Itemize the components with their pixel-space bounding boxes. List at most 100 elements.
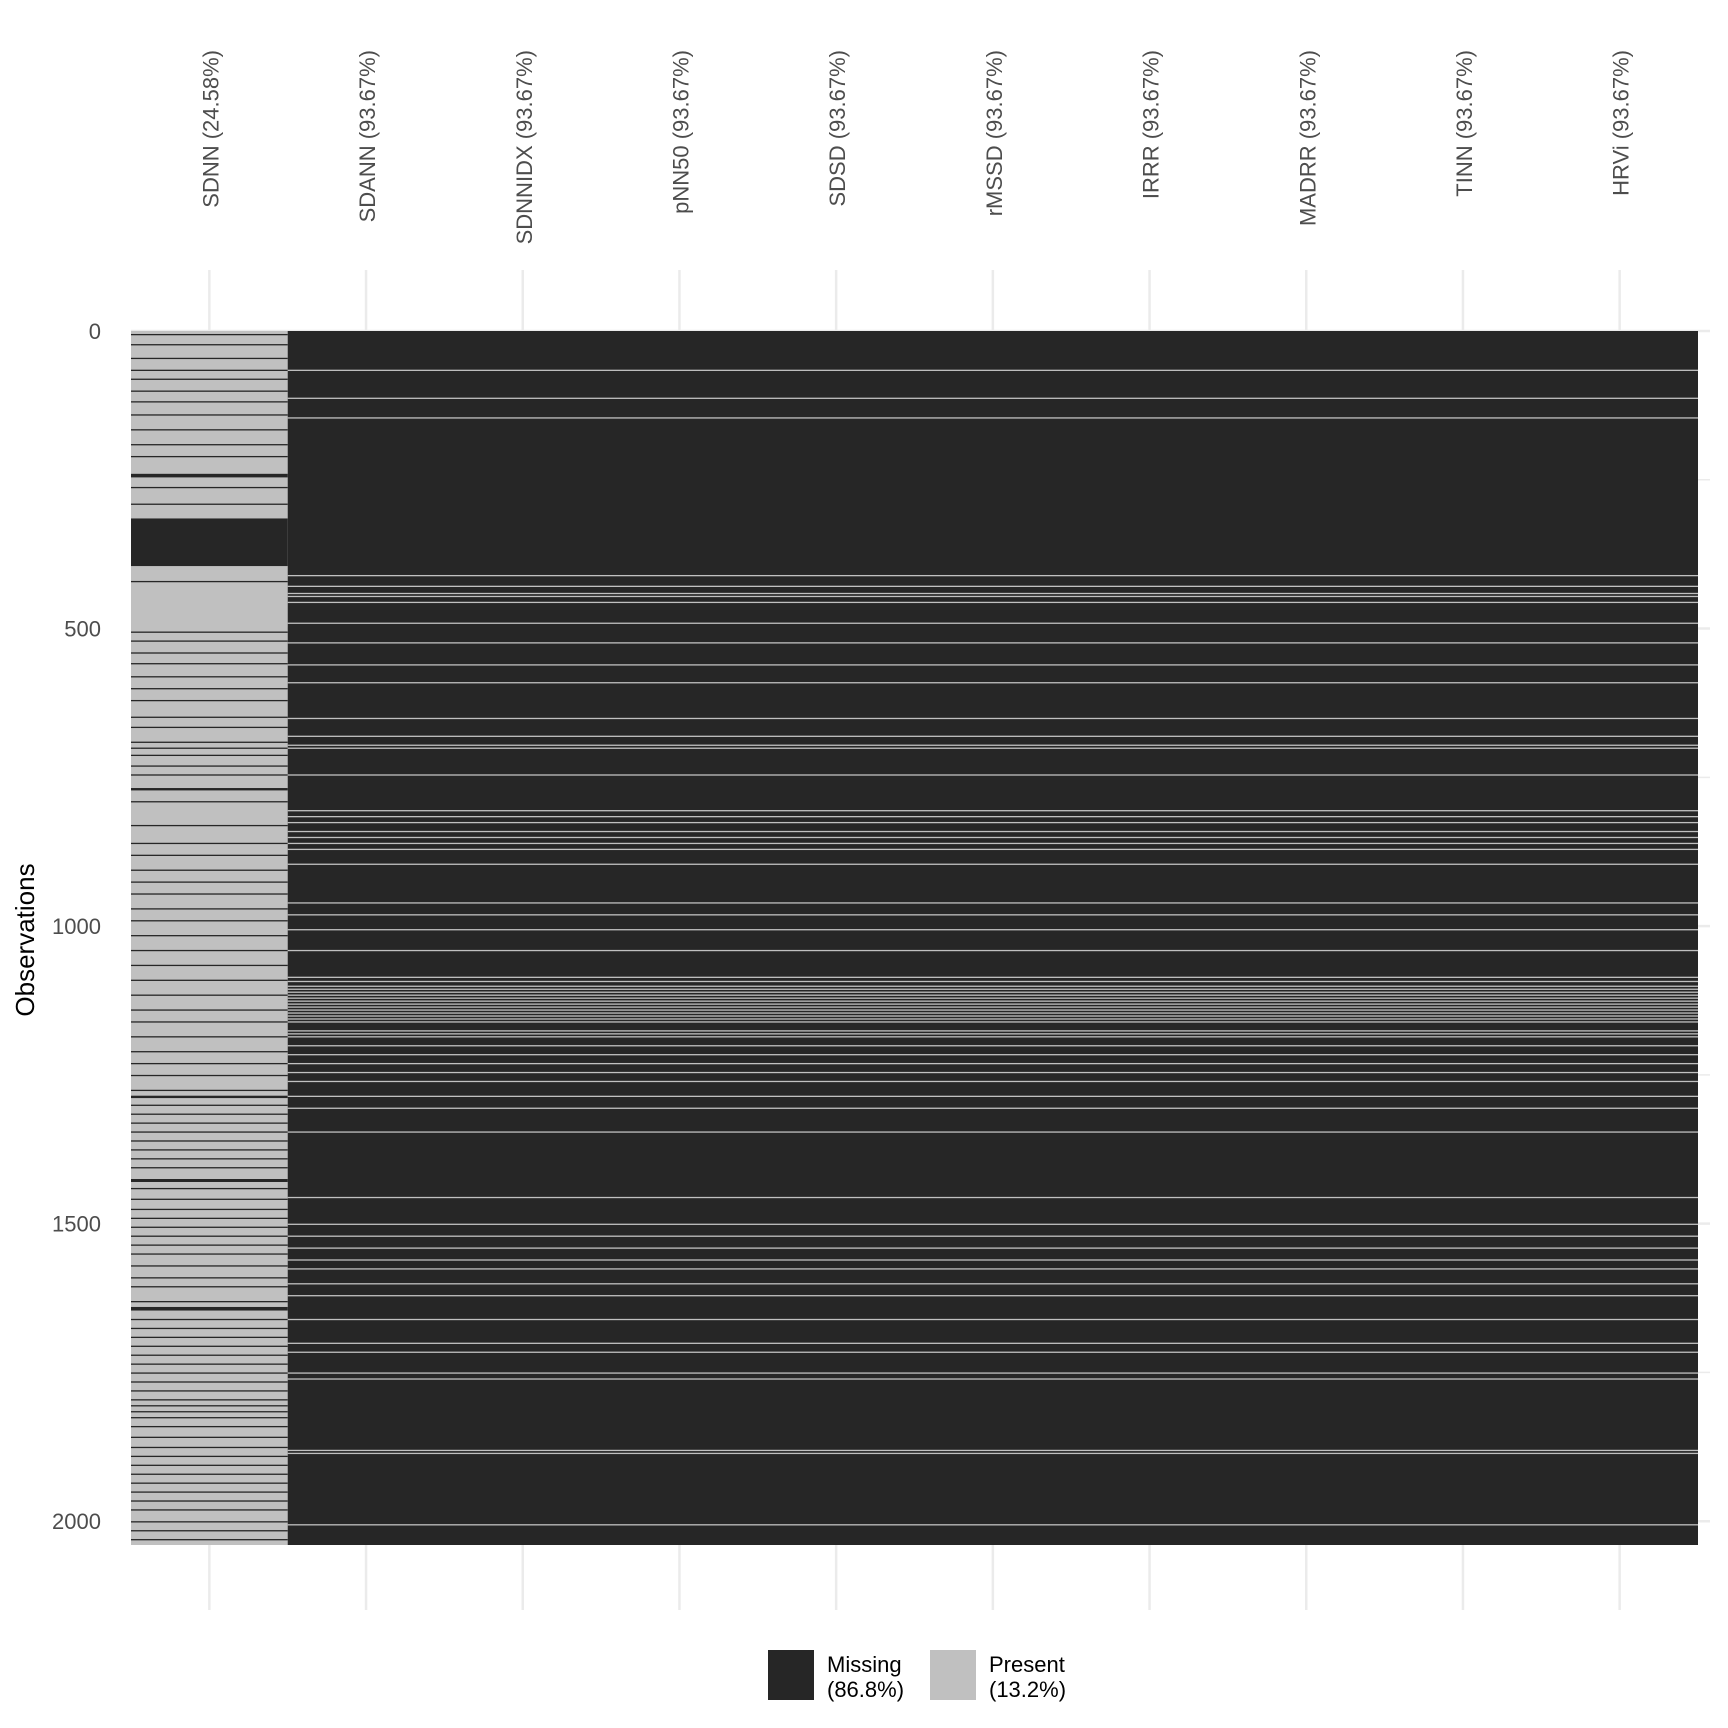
cell-missing-sdnn xyxy=(131,1089,288,1092)
cell-present-others xyxy=(287,1062,1699,1065)
cell-missing-sdnn xyxy=(131,1187,288,1190)
cell-missing-sdnn xyxy=(131,1372,288,1374)
cell-present-others xyxy=(287,902,1699,904)
cell-missing-sdnn xyxy=(131,1301,288,1303)
cell-present-others xyxy=(287,1268,1699,1270)
cell-missing-sdnn xyxy=(131,726,288,729)
y-tick-label: 0 xyxy=(89,319,101,344)
cell-missing-sdnn xyxy=(131,1363,288,1365)
cell-present-others xyxy=(287,1015,1699,1017)
cell-present-others xyxy=(287,1452,1699,1455)
cell-missing-sdnn xyxy=(131,1521,288,1523)
column-label: SDANN (93.67%) xyxy=(355,50,380,222)
cell-present-others xyxy=(287,747,1699,749)
cell-missing-sdnn xyxy=(131,1399,288,1401)
cell-present-others xyxy=(287,816,1699,818)
cell-missing-sdnn xyxy=(131,774,288,776)
column-label: HRVi (93.67%) xyxy=(1609,50,1634,196)
cell-present-others xyxy=(287,1095,1699,1098)
cell-missing-sdnn xyxy=(131,1381,288,1383)
cell-missing-sdnn xyxy=(131,518,288,567)
cell-present-others xyxy=(287,585,1699,588)
cell-missing-sdnn xyxy=(131,1411,288,1413)
cell-present-others xyxy=(287,1351,1699,1353)
cell-missing-sdnn xyxy=(131,580,288,583)
cell-present-others xyxy=(287,1295,1699,1297)
cell-missing-sdnn xyxy=(131,1051,288,1053)
cell-present-others xyxy=(287,1318,1699,1321)
cell-present-others xyxy=(287,1009,1699,1011)
cell-missing-sdnn xyxy=(131,1009,288,1011)
cell-missing-sdnn xyxy=(131,1104,288,1106)
cell-missing-sdnn xyxy=(131,1158,288,1160)
cell-missing-sdnn xyxy=(131,1235,288,1237)
cell-missing-sdnn xyxy=(131,676,288,678)
cell-missing-sdnn xyxy=(131,1482,288,1484)
cell-present-others xyxy=(287,994,1699,996)
cell-missing-sdnn xyxy=(131,688,288,690)
cell-missing-sdnn xyxy=(131,920,288,922)
cell-missing-sdnn xyxy=(131,401,288,403)
cell-missing-sdnn xyxy=(131,1122,288,1124)
cell-missing-sdnn xyxy=(131,893,288,895)
cell-missing-sdnn xyxy=(131,1036,288,1038)
cell-missing-sdnn xyxy=(131,908,288,910)
cell-present-others xyxy=(287,601,1699,604)
cell-missing-sdnn xyxy=(131,747,288,749)
cell-missing-sdnn xyxy=(131,414,288,416)
cell-missing-sdnn xyxy=(131,1226,288,1228)
cell-missing-sdnn xyxy=(131,378,288,380)
cell-missing-sdnn xyxy=(131,979,288,981)
cell-missing-sdnn xyxy=(131,1473,288,1475)
cell-present-others xyxy=(287,929,1699,931)
y-axis-label: Observations xyxy=(10,863,40,1016)
cell-missing-sdnn xyxy=(131,1306,288,1311)
cell-present-others xyxy=(287,1012,1699,1014)
cell-missing-sdnn xyxy=(131,1425,288,1428)
cell-present-others xyxy=(287,1021,1699,1023)
y-tick-label: 1000 xyxy=(52,914,101,939)
cell-missing-sdnn xyxy=(131,1464,288,1466)
cell-missing-sdnn xyxy=(131,1491,288,1493)
cell-missing-sdnn xyxy=(131,1277,288,1279)
cell-present-others xyxy=(287,821,1699,824)
legend-swatch-missing xyxy=(768,1650,814,1700)
cell-present-others xyxy=(287,1054,1699,1056)
cell-present-others xyxy=(287,1131,1699,1133)
cell-missing-sdnn xyxy=(131,390,288,392)
cell-missing-sdnn xyxy=(131,765,288,767)
cell-missing-sdnn xyxy=(131,1436,288,1438)
cell-present-others xyxy=(287,642,1699,644)
cell-missing-sdnn xyxy=(131,994,288,996)
cell-missing-sdnn xyxy=(131,631,288,633)
cell-present-others xyxy=(287,1223,1699,1225)
cell-missing-sdnn xyxy=(131,788,288,791)
cell-missing-sdnn xyxy=(131,1244,288,1246)
cell-missing-sdnn xyxy=(131,1208,288,1211)
cell-present-others xyxy=(287,1045,1699,1047)
cell-missing-sdnn xyxy=(131,935,288,937)
cell-missing-sdnn xyxy=(131,949,288,952)
cell-missing-sdnn xyxy=(131,1405,288,1407)
cell-present-others xyxy=(287,397,1699,399)
cell-missing-sdnn xyxy=(131,1095,288,1099)
cell-missing-sdnn xyxy=(131,1318,288,1321)
cell-missing-sdnn xyxy=(131,1417,288,1419)
cell-missing-sdnn xyxy=(131,357,288,360)
column-label: SDNNIDX (93.67%) xyxy=(512,50,537,244)
cell-present-others xyxy=(287,976,1699,978)
column-label: SDNN (24.58%) xyxy=(198,50,223,208)
legend-swatch-present xyxy=(930,1650,976,1700)
cell-present-others xyxy=(287,735,1699,737)
cell-missing-sdnn xyxy=(131,1217,288,1219)
y-tick-label: 2000 xyxy=(52,1509,101,1534)
cell-missing-sdnn xyxy=(131,741,288,743)
legend-pct-missing: (86.8%) xyxy=(827,1677,904,1702)
cell-present-others xyxy=(287,1107,1699,1109)
cell-present-others xyxy=(287,1378,1699,1380)
cell-missing-sdnn xyxy=(131,344,288,346)
cell-present-others xyxy=(287,1036,1699,1038)
legend: Missing(86.8%) Present(13.2%) xyxy=(768,1650,1066,1702)
cell-present-others xyxy=(287,369,1699,371)
cell-missing-sdnn xyxy=(131,1345,288,1347)
